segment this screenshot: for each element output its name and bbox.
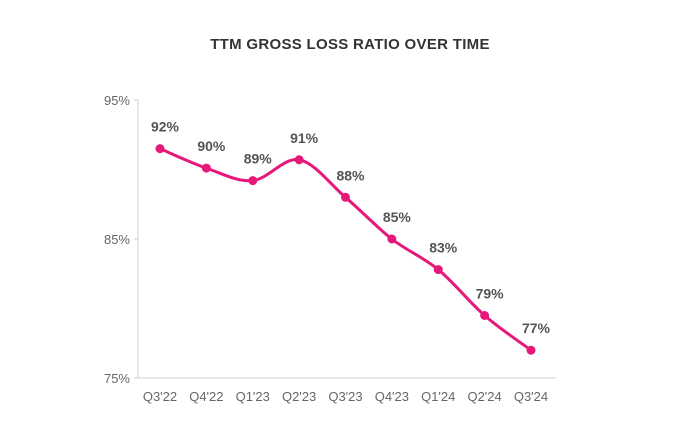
data-point — [433, 265, 443, 275]
x-tick-label: Q2'24 — [467, 389, 501, 404]
x-tick-label: Q3'24 — [514, 389, 548, 404]
data-label: 77% — [522, 320, 551, 336]
y-tick-label: 75% — [104, 371, 130, 386]
x-tick-label: Q1'23 — [236, 389, 270, 404]
data-label: 88% — [336, 167, 365, 183]
data-label: 79% — [476, 285, 505, 301]
data-point — [480, 310, 490, 320]
data-label: 85% — [383, 209, 412, 225]
data-point — [155, 144, 165, 154]
data-point — [341, 192, 350, 202]
data-label: 92% — [151, 119, 180, 135]
data-point — [526, 345, 536, 355]
data-point — [294, 155, 304, 165]
x-tick-label: Q2'23 — [282, 389, 316, 404]
data-label: 83% — [429, 240, 458, 256]
chart-title: TTM GROSS LOSS RATIO OVER TIME — [210, 36, 490, 53]
x-tick-label: Q1'24 — [421, 389, 455, 404]
data-point — [248, 176, 258, 186]
x-tick-label: Q4'22 — [189, 389, 223, 404]
x-tick-label: Q3'23 — [328, 389, 362, 404]
y-tick-label: 95% — [104, 93, 130, 108]
data-label: 89% — [244, 151, 273, 167]
data-point — [387, 234, 397, 244]
y-tick-label: 85% — [104, 232, 130, 247]
data-point — [201, 163, 211, 173]
data-label: 90% — [197, 138, 226, 154]
x-tick-label: Q4'23 — [375, 389, 409, 404]
data-label: 91% — [290, 130, 319, 146]
x-tick-label: Q3'22 — [143, 389, 177, 404]
